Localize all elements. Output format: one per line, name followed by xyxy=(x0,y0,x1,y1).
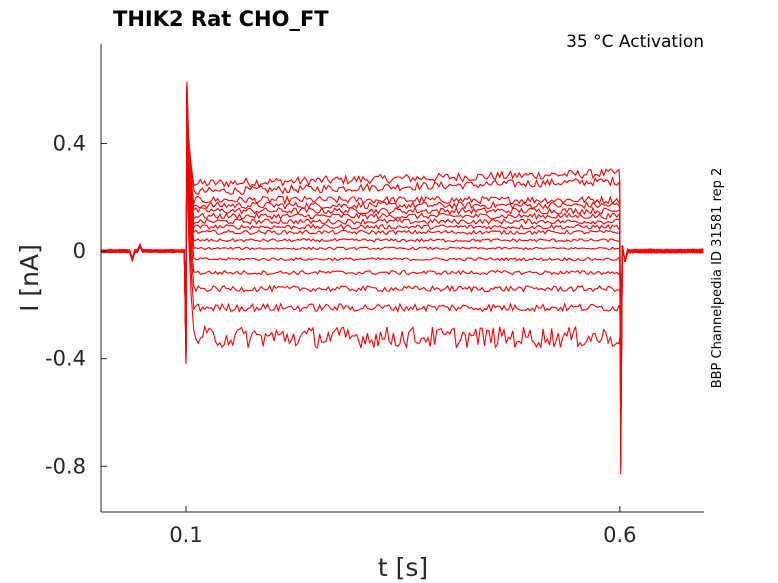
current-trace xyxy=(100,104,704,358)
current-trace xyxy=(100,85,704,457)
current-trace xyxy=(100,92,704,421)
current-trace xyxy=(100,103,704,367)
current-trace xyxy=(100,106,704,349)
y-tick-label: -0.8 xyxy=(45,454,86,478)
current-trace xyxy=(100,81,704,475)
current-trace xyxy=(100,97,704,394)
y-tick-label: -0.4 xyxy=(45,347,86,371)
current-trace xyxy=(100,101,704,376)
x-axis-label: t [s] xyxy=(378,553,428,582)
x-ticks: 0.1 0.6 xyxy=(169,506,637,547)
current-trace xyxy=(100,94,704,412)
x-tick-label: 0.1 xyxy=(169,523,202,547)
current-trace xyxy=(100,108,704,350)
current-trace xyxy=(100,95,704,403)
chart-subtitle: 35 °C Activation xyxy=(566,32,704,52)
current-trace xyxy=(100,83,704,466)
y-tick-label: 0 xyxy=(73,239,86,263)
current-trace xyxy=(101,88,704,439)
traces-group xyxy=(100,81,704,475)
current-trace xyxy=(100,99,704,385)
y-axis-label: I [nA] xyxy=(15,244,44,312)
current-trace xyxy=(100,86,704,448)
x-tick-label: 0.6 xyxy=(603,523,636,547)
side-label: BBP Channelpedia ID 31581 rep 2 xyxy=(710,168,725,389)
chart-title: THIK2 Rat CHO_FT xyxy=(113,7,329,31)
y-ticks: 0.4 0 -0.4 -0.8 xyxy=(45,132,107,478)
current-trace xyxy=(100,90,704,430)
y-tick-label: 0.4 xyxy=(53,132,86,156)
